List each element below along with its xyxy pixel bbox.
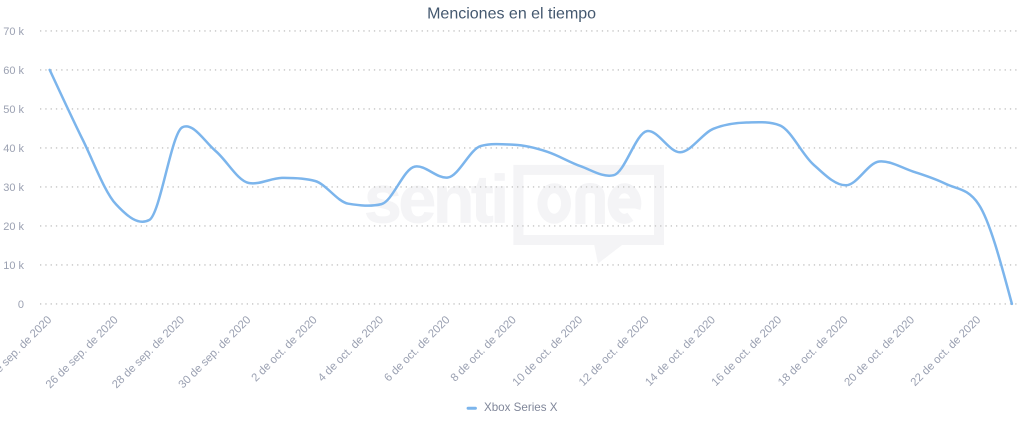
svg-text:60 k: 60 k (3, 65, 24, 77)
svg-text:10 k: 10 k (3, 260, 24, 272)
svg-text:40 k: 40 k (3, 143, 24, 155)
svg-text:Menciones en el tiempo: Menciones en el tiempo (427, 6, 596, 23)
svg-text:Xbox Series X: Xbox Series X (484, 401, 558, 414)
svg-text:70 k: 70 k (3, 26, 24, 38)
svg-text:30 k: 30 k (3, 182, 24, 194)
svg-text:50 k: 50 k (3, 104, 24, 116)
svg-text:20 k: 20 k (3, 221, 24, 233)
svg-text:0: 0 (18, 299, 24, 311)
